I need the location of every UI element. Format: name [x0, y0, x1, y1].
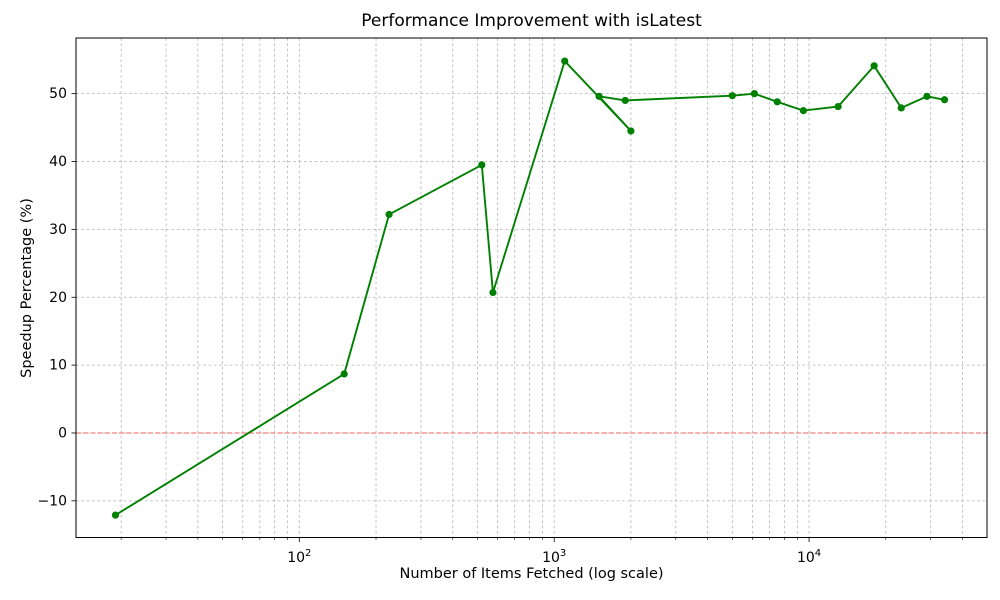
x-tick-label: 103 — [542, 548, 566, 566]
chart-title: Performance Improvement with isLatest — [361, 11, 702, 31]
y-tick-label: 30 — [49, 222, 67, 238]
data-point — [750, 90, 758, 98]
data-point — [940, 96, 949, 104]
y-tick-label: 40 — [49, 154, 67, 170]
y-tick-label: 0 — [58, 425, 67, 441]
data-point — [728, 92, 736, 100]
y-axis-label: Speedup Percentage (%) — [19, 198, 35, 378]
data-point — [834, 102, 842, 111]
x-tick-label: 102 — [287, 548, 311, 566]
y-tick-label: 10 — [49, 358, 67, 374]
y-tick-label: 50 — [49, 86, 67, 102]
data-point — [489, 288, 497, 297]
data-point — [799, 107, 807, 115]
series-line — [114, 60, 946, 517]
data-point — [923, 92, 931, 100]
data-point — [385, 210, 393, 219]
data-point — [773, 98, 781, 106]
x-tick-label: 104 — [797, 548, 821, 566]
y-tick-label: −10 — [37, 493, 67, 509]
data-point — [870, 62, 878, 70]
data-point — [111, 511, 120, 519]
axes-spines — [75, 37, 988, 538]
y-tick-label: 20 — [49, 290, 67, 306]
data-point — [340, 370, 348, 378]
data-point — [627, 127, 635, 135]
data-point — [478, 161, 486, 169]
data-point — [897, 104, 905, 112]
data-point — [561, 57, 569, 65]
data-point — [621, 96, 629, 105]
x-axis-label: Number of Items Fetched (log scale) — [399, 566, 664, 582]
data-point — [595, 92, 603, 100]
